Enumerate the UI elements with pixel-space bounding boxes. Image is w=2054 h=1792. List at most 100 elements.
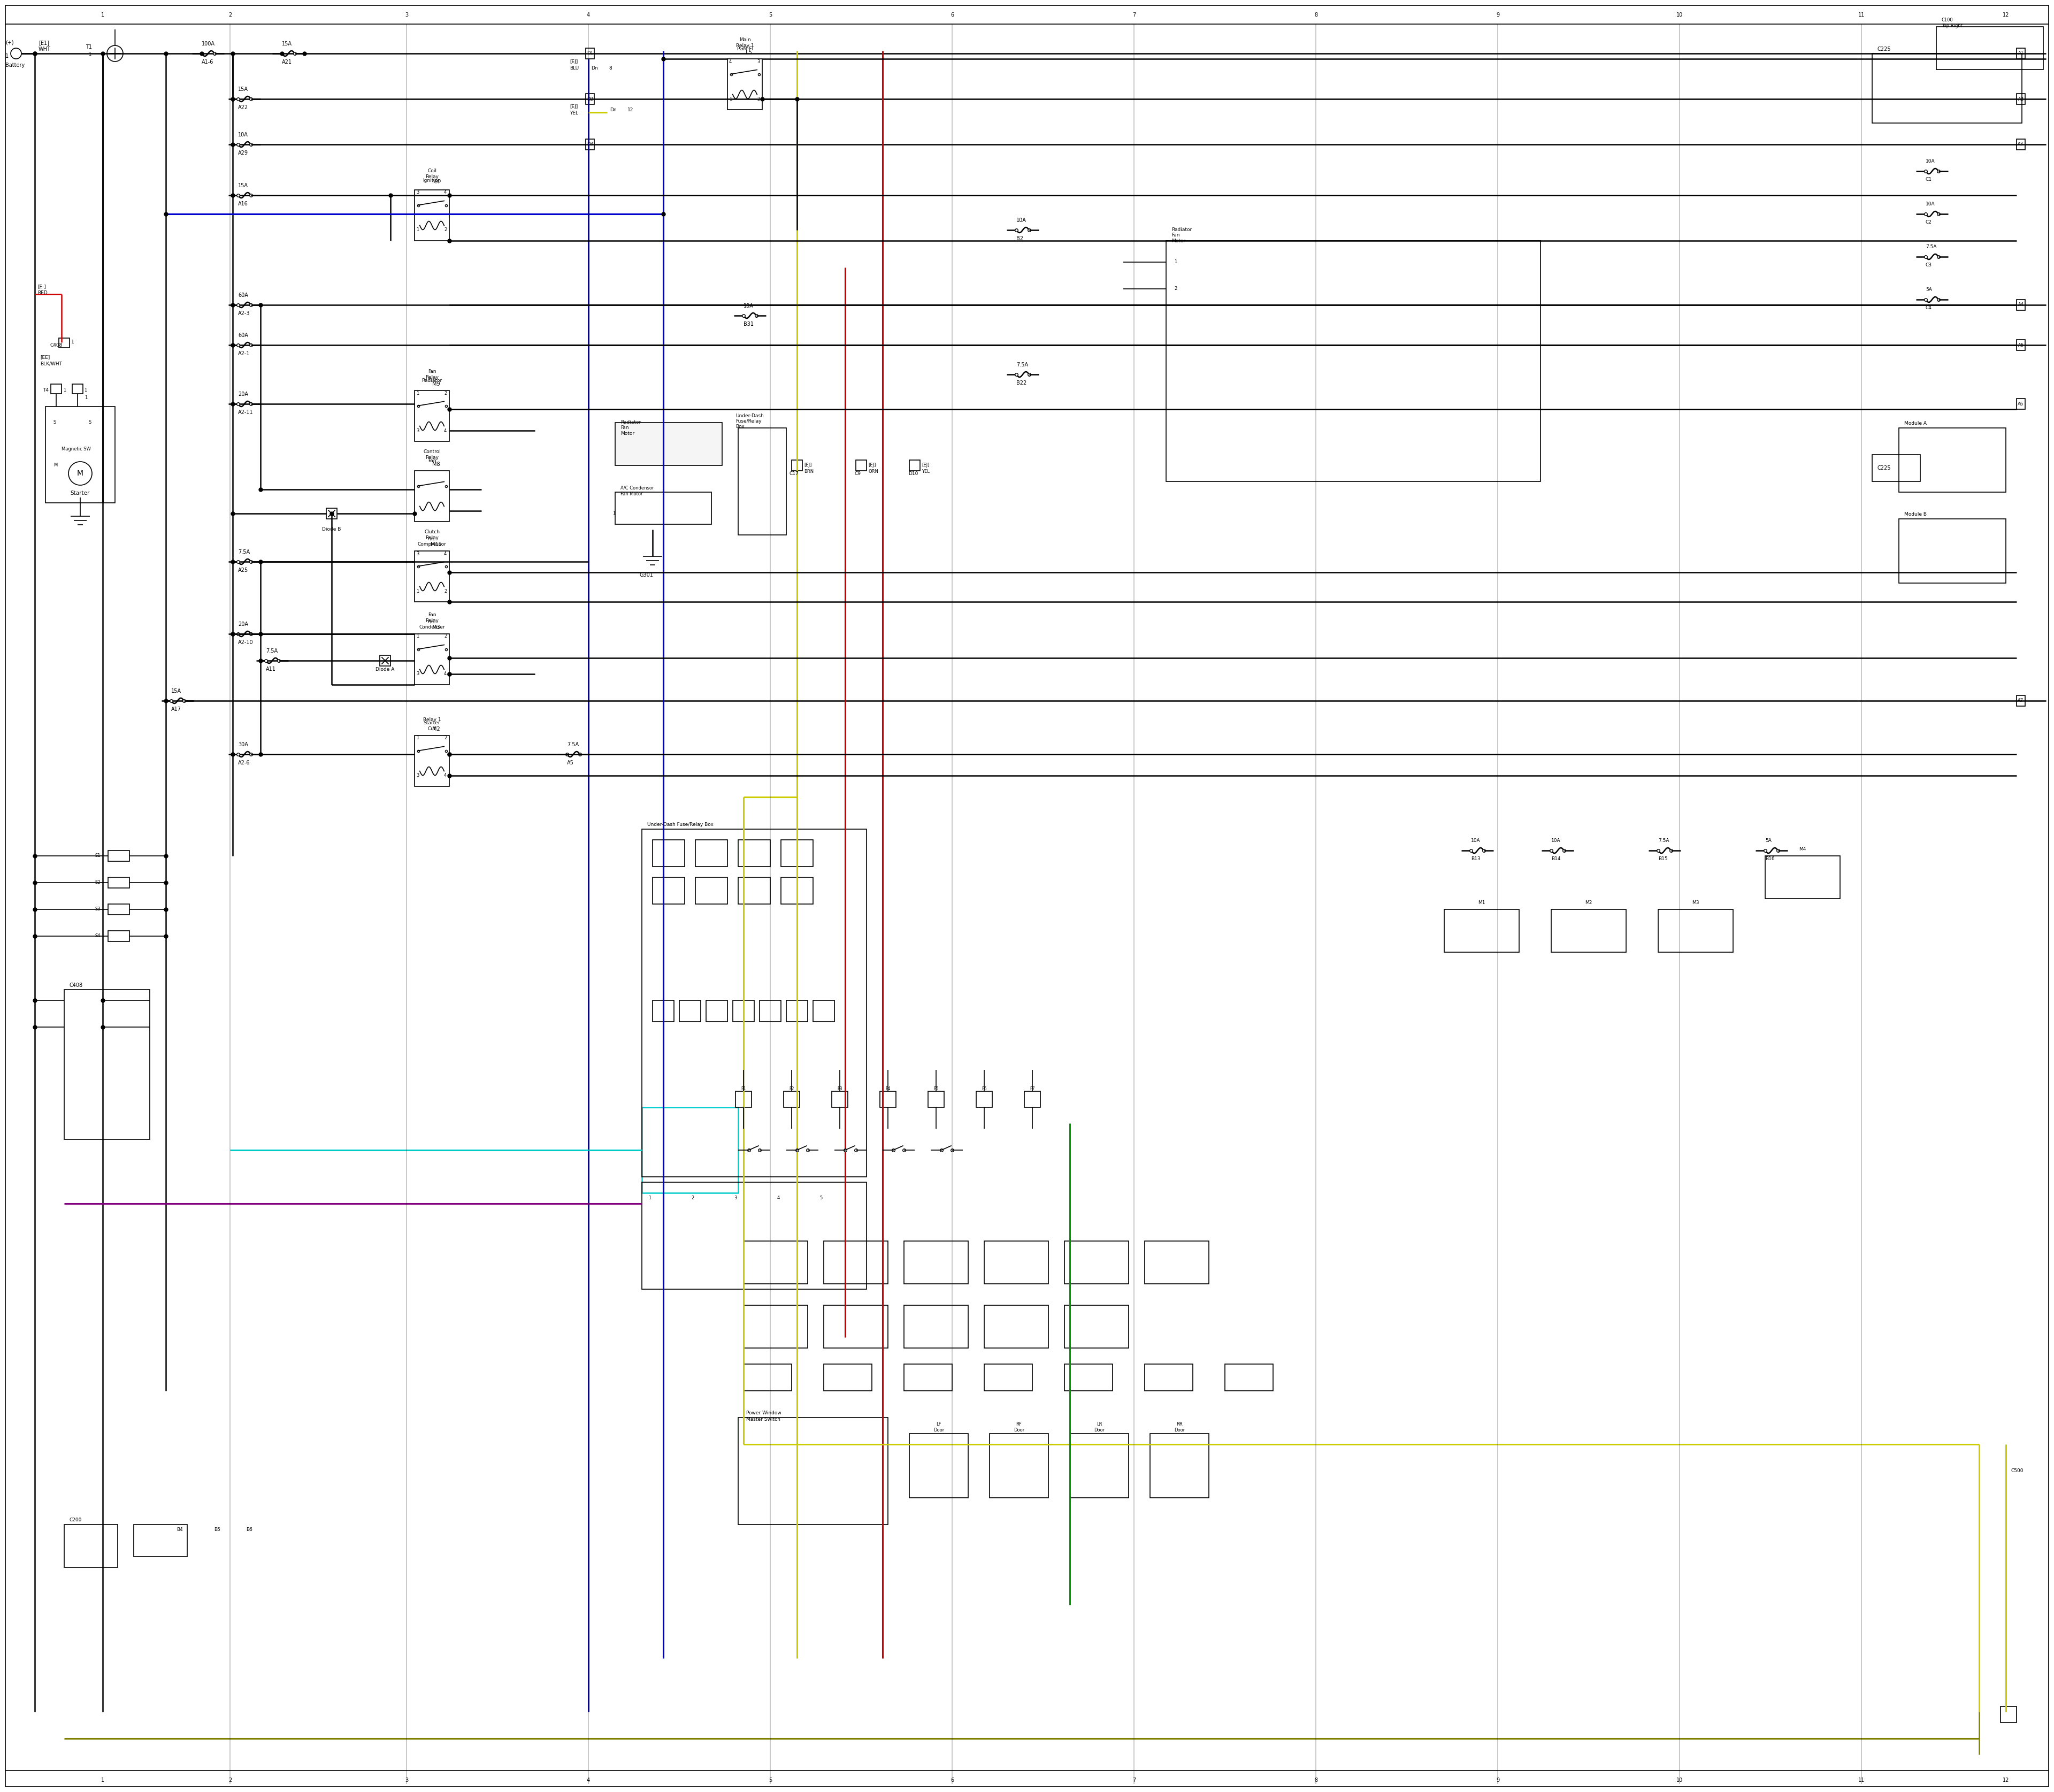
Text: WHT: WHT — [39, 47, 51, 52]
Bar — [760, 1000, 781, 1021]
Bar — [72, 383, 82, 394]
Text: B15: B15 — [1658, 857, 1668, 862]
Text: Fuse/Relay: Fuse/Relay — [735, 419, 762, 425]
Text: A1-6: A1-6 — [201, 59, 214, 65]
Text: 4: 4 — [587, 13, 589, 18]
Bar — [415, 735, 450, 787]
Text: A/C
Condenser: A/C Condenser — [419, 618, 446, 629]
Bar — [653, 878, 684, 903]
Bar — [1898, 428, 2007, 493]
Bar — [585, 93, 594, 104]
Text: 1: 1 — [729, 97, 731, 102]
Text: M2: M2 — [1586, 901, 1592, 905]
Text: 15A: 15A — [170, 688, 181, 694]
Bar — [928, 1091, 945, 1107]
Text: B31: B31 — [744, 321, 754, 326]
Text: 12: 12 — [2003, 13, 2009, 18]
Text: A25: A25 — [238, 568, 249, 573]
Text: 10A: 10A — [1927, 202, 1935, 206]
Bar — [2017, 398, 2025, 409]
Text: M: M — [53, 462, 58, 468]
Text: A/C
Compressor: A/C Compressor — [417, 536, 446, 547]
Text: C17: C17 — [789, 471, 799, 477]
Text: [EJ]: [EJ] — [922, 462, 928, 468]
Text: Ignition: Ignition — [423, 177, 442, 183]
Text: 1: 1 — [417, 737, 419, 740]
Text: LF
Door: LF Door — [933, 1423, 945, 1432]
Text: C408: C408 — [49, 342, 62, 348]
Text: M4: M4 — [1799, 848, 1805, 851]
Text: 3: 3 — [417, 190, 419, 195]
Bar — [1025, 1091, 1041, 1107]
Text: Under-Dash: Under-Dash — [735, 414, 764, 419]
Text: 9: 9 — [1495, 13, 1499, 18]
Bar — [813, 1000, 834, 1021]
Bar — [910, 461, 920, 471]
Text: D3: D3 — [587, 142, 594, 147]
Text: 11: 11 — [1859, 1778, 1865, 1783]
Bar — [824, 1364, 871, 1391]
Text: 7: 7 — [1132, 1778, 1136, 1783]
Text: B14: B14 — [1551, 857, 1561, 862]
Bar — [990, 1434, 1048, 1498]
Bar — [380, 656, 390, 667]
Text: PGM-FI: PGM-FI — [737, 47, 754, 52]
Text: Radiator
Fan
Motor: Radiator Fan Motor — [620, 419, 641, 435]
Text: 10A: 10A — [1551, 839, 1561, 844]
Text: BRN: BRN — [803, 470, 813, 475]
Text: 10: 10 — [1676, 1778, 1682, 1783]
Text: D10: D10 — [908, 471, 918, 477]
Bar — [109, 851, 129, 862]
Bar — [1937, 27, 2044, 70]
Text: C225: C225 — [1877, 466, 1892, 471]
Bar — [737, 428, 787, 536]
Bar — [1871, 54, 2021, 124]
Text: 60A: 60A — [238, 333, 249, 339]
Text: 7.5A: 7.5A — [265, 649, 277, 654]
Text: 2: 2 — [444, 590, 448, 593]
Text: [EE]: [EE] — [41, 355, 49, 360]
Text: C9: C9 — [854, 471, 861, 477]
Text: Magnetic SW: Magnetic SW — [62, 446, 90, 452]
Text: 4: 4 — [444, 552, 448, 556]
Text: B13: B13 — [1471, 857, 1481, 862]
Text: 10A: 10A — [1471, 839, 1481, 844]
Text: 2: 2 — [444, 228, 448, 233]
Text: ORN: ORN — [869, 470, 879, 475]
Text: 5A: 5A — [1764, 839, 1771, 844]
Text: 4: 4 — [729, 59, 731, 65]
Text: 3: 3 — [417, 428, 419, 434]
Text: A29: A29 — [238, 151, 249, 156]
Text: A5: A5 — [2017, 342, 2023, 348]
Bar — [653, 840, 684, 867]
Text: C2: C2 — [1927, 220, 1933, 226]
Bar — [904, 1364, 953, 1391]
Bar — [879, 1091, 896, 1107]
Text: 100A: 100A — [201, 41, 216, 47]
Bar — [1898, 520, 2007, 582]
Bar — [737, 1417, 887, 1525]
Text: 3: 3 — [405, 13, 409, 18]
Bar — [1224, 1364, 1273, 1391]
Text: 30A: 30A — [238, 742, 249, 747]
Text: A1: A1 — [2017, 52, 2023, 56]
Text: RF
Door: RF Door — [1013, 1423, 1025, 1432]
Text: A4: A4 — [2017, 303, 2023, 306]
Text: 7.5A: 7.5A — [1658, 839, 1670, 844]
Text: Dn: Dn — [610, 108, 616, 113]
Bar — [1064, 1305, 1128, 1348]
Text: [E1]: [E1] — [39, 39, 49, 45]
Bar — [904, 1242, 967, 1283]
Text: M1: M1 — [1479, 901, 1485, 905]
Text: 4: 4 — [444, 428, 448, 434]
Text: 4: 4 — [444, 672, 448, 676]
Text: 2: 2 — [444, 391, 448, 396]
Text: 1: 1 — [101, 1778, 105, 1783]
Text: 3: 3 — [733, 1195, 737, 1201]
Bar — [2001, 1706, 2017, 1722]
Text: C1: C1 — [1927, 177, 1933, 183]
Bar — [585, 140, 594, 151]
Text: 8: 8 — [1315, 1778, 1317, 1783]
Text: 1: 1 — [72, 340, 74, 344]
Bar — [614, 493, 711, 525]
